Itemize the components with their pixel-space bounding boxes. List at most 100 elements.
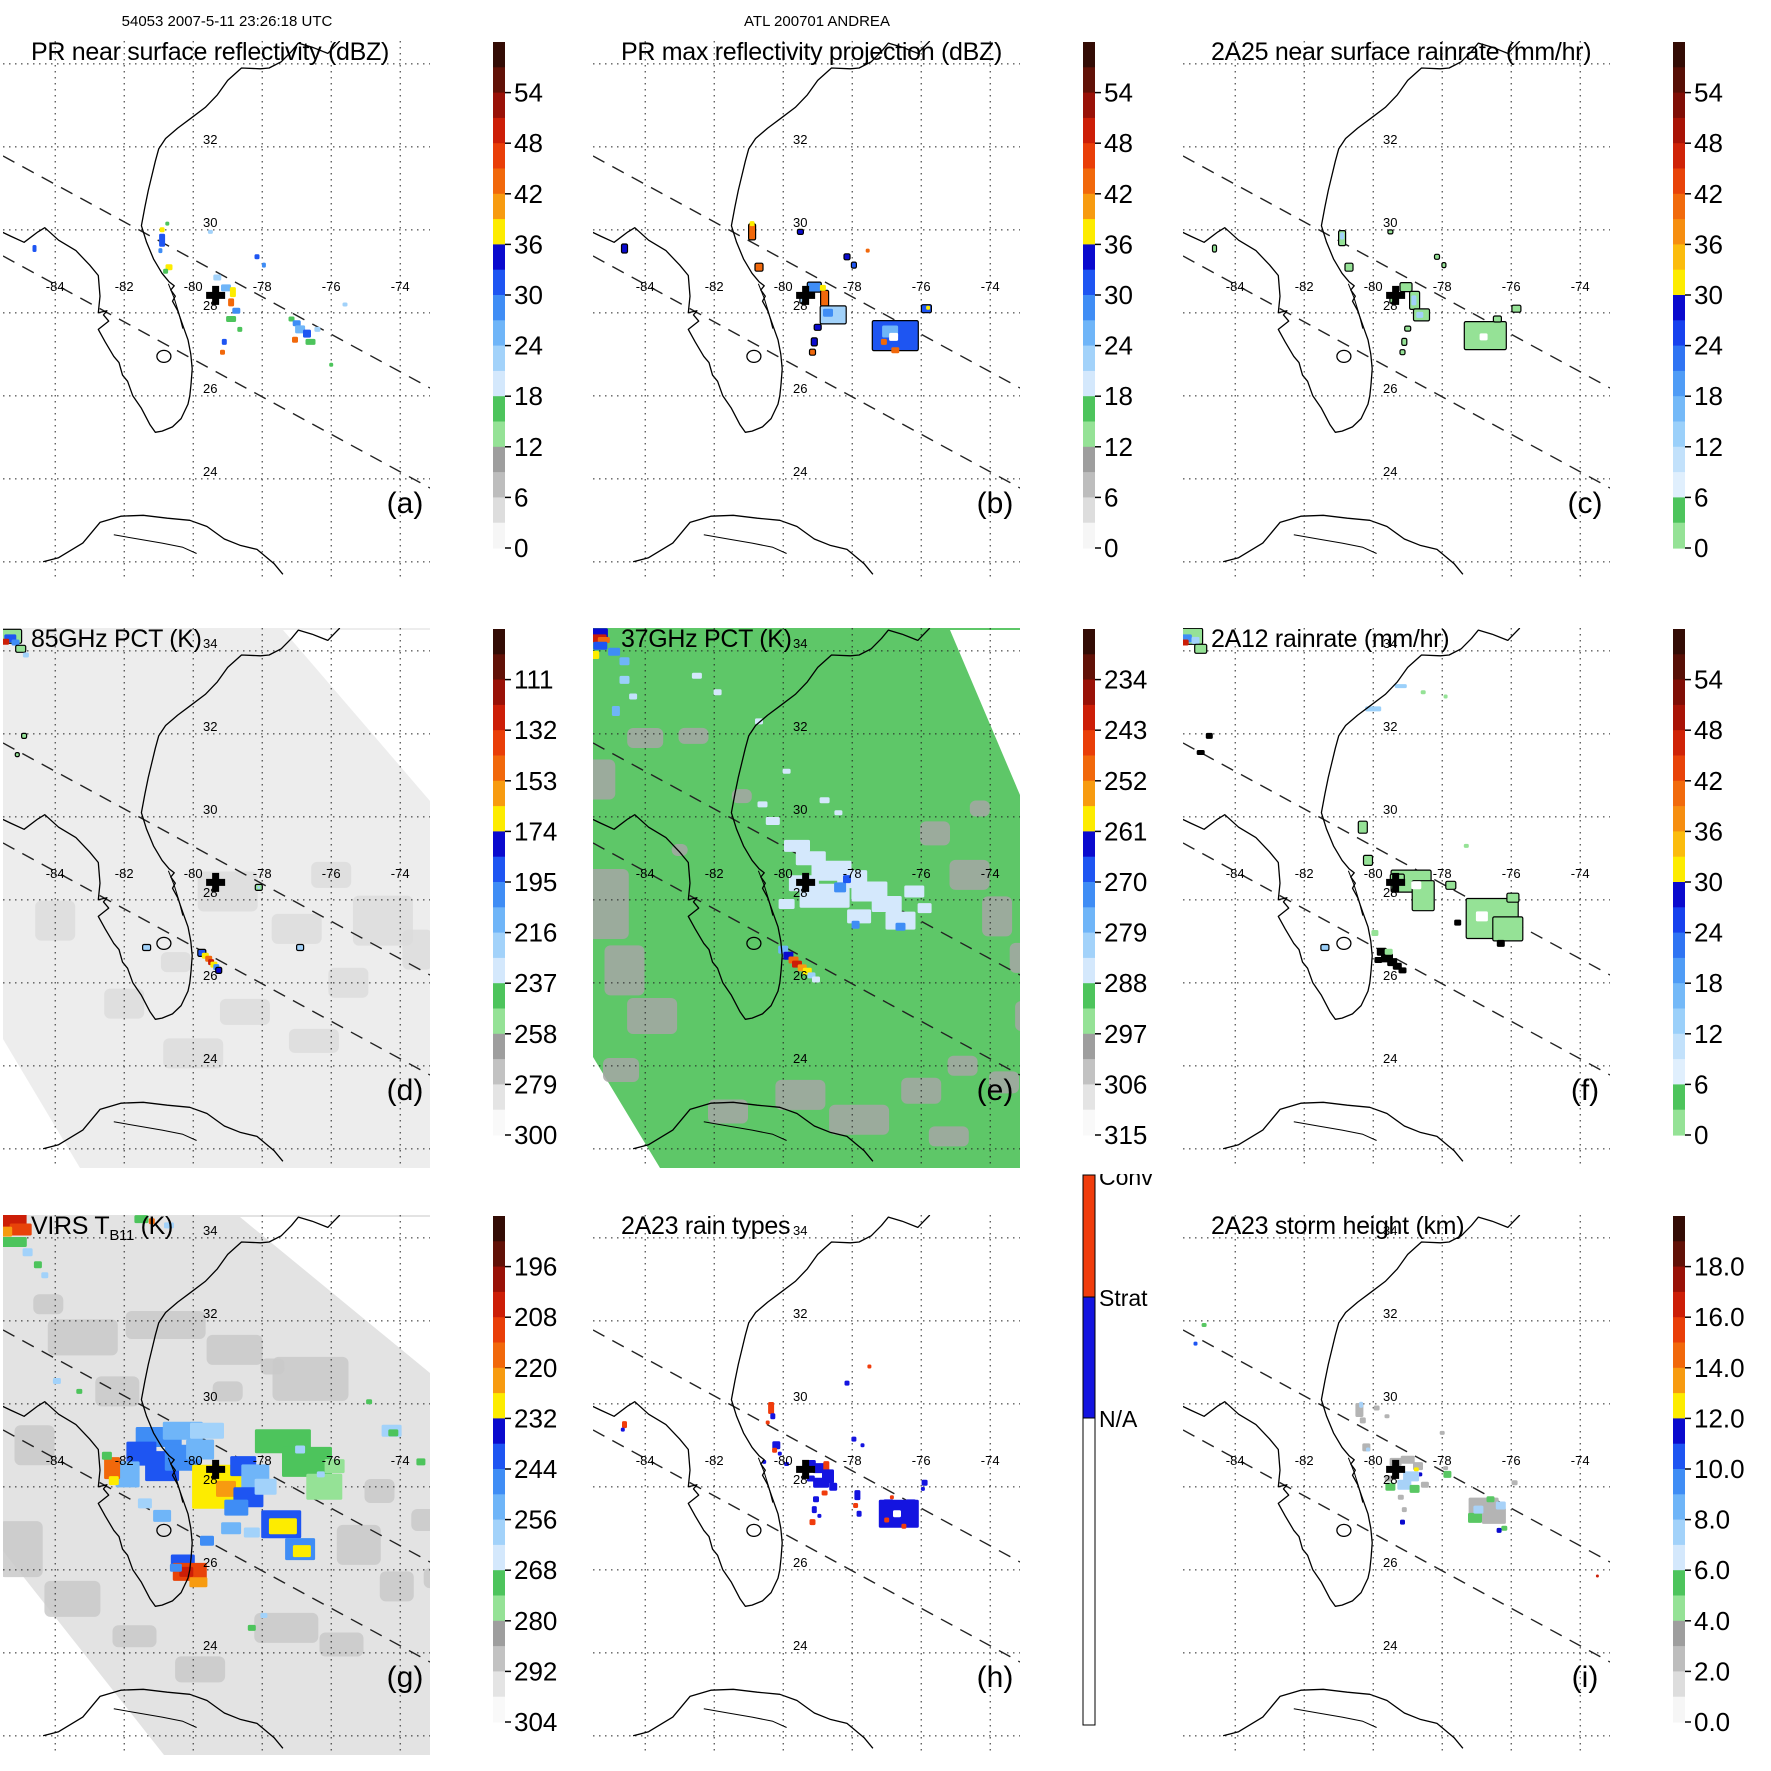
svg-text:32: 32 xyxy=(1383,132,1397,147)
svg-text:Strat: Strat xyxy=(1099,1285,1148,1311)
svg-text:32: 32 xyxy=(793,132,807,147)
coastline xyxy=(3,628,341,1162)
graticule xyxy=(1183,1215,1610,1755)
svg-text:-80: -80 xyxy=(1364,279,1383,294)
svg-text:28: 28 xyxy=(793,1472,807,1487)
coastline xyxy=(1183,41,1521,575)
svg-text:30: 30 xyxy=(1694,280,1723,310)
panel-letter: (g) xyxy=(386,1661,424,1694)
svg-text:-74: -74 xyxy=(981,866,1000,881)
svg-text:24: 24 xyxy=(203,1051,217,1066)
svg-text:42: 42 xyxy=(514,179,543,209)
svg-text:-80: -80 xyxy=(184,1453,203,1468)
svg-text:-84: -84 xyxy=(1226,279,1245,294)
swath-edge-lines xyxy=(3,155,430,489)
panel-letter: (c) xyxy=(1567,487,1603,520)
svg-text:28: 28 xyxy=(203,885,217,900)
swath-edge-lines xyxy=(1183,155,1610,489)
data-field xyxy=(593,628,932,983)
svg-text:32: 32 xyxy=(793,1306,807,1321)
svg-text:-84: -84 xyxy=(46,866,65,881)
svg-text:6: 6 xyxy=(1694,482,1708,512)
svg-text:306: 306 xyxy=(1104,1069,1147,1099)
svg-text:18: 18 xyxy=(1104,381,1133,411)
svg-text:-78: -78 xyxy=(1433,279,1452,294)
svg-text:244: 244 xyxy=(514,1454,557,1484)
svg-text:28: 28 xyxy=(1383,1472,1397,1487)
map-svg-g: -84 -82 -80 -78 -76 -74 34 32 30 28 26 24 196 208 220 2… xyxy=(3,1215,557,1755)
svg-text:-78: -78 xyxy=(843,279,862,294)
svg-text:34: 34 xyxy=(203,1223,217,1238)
svg-text:-80: -80 xyxy=(1364,1453,1383,1468)
svg-text:26: 26 xyxy=(203,968,217,983)
panel-a: -84 -82 -80 -78 -76 -74 32 30 28 26 24 54 48 42 36 30 24… xyxy=(0,0,590,587)
storm-center-marker xyxy=(1386,285,1406,305)
svg-text:-80: -80 xyxy=(1364,866,1383,881)
colorbar: 111 132 153 174 195 216 237 258 279 300 xyxy=(493,629,557,1150)
svg-text:-78: -78 xyxy=(1433,1453,1452,1468)
svg-text:297: 297 xyxy=(1104,1019,1147,1049)
svg-text:234: 234 xyxy=(1104,665,1147,695)
svg-text:-80: -80 xyxy=(774,279,793,294)
storm-center-marker xyxy=(1386,1459,1406,1479)
swath-edge-lines xyxy=(3,1329,430,1663)
panel-title-subscript: B11 xyxy=(109,1227,135,1244)
panel-letter: (i) xyxy=(1571,1661,1599,1694)
svg-text:-76: -76 xyxy=(912,279,931,294)
map-svg-i: -84 -82 -80 -78 -76 -74 34 32 30 28 26 24 18.0 16.0 14… xyxy=(1183,1215,1745,1755)
data-field xyxy=(1183,628,1524,974)
svg-text:24: 24 xyxy=(514,331,543,361)
svg-text:28: 28 xyxy=(1383,885,1397,900)
storm-center-marker xyxy=(1386,872,1406,892)
svg-text:30: 30 xyxy=(793,802,807,817)
svg-text:24: 24 xyxy=(1694,331,1723,361)
svg-text:28: 28 xyxy=(203,1472,217,1487)
coastline xyxy=(3,41,341,575)
map-svg-h: -84 -82 -80 -78 -76 -74 34 32 30 28 26 24 Conv Strat N… xyxy=(593,1174,1153,1755)
svg-text:34: 34 xyxy=(793,636,807,651)
colorbar: 54 48 42 36 30 24 18 12 6 0 xyxy=(493,42,543,563)
graticule xyxy=(3,41,430,581)
svg-text:-76: -76 xyxy=(1502,866,1521,881)
svg-text:-78: -78 xyxy=(843,866,862,881)
svg-text:30: 30 xyxy=(203,802,217,817)
svg-text:0.0: 0.0 xyxy=(1694,1707,1730,1737)
data-field xyxy=(3,628,305,974)
svg-text:-74: -74 xyxy=(391,1453,410,1468)
data-field xyxy=(620,221,932,356)
swath-edge-lines xyxy=(593,1329,1020,1663)
svg-text:N/A: N/A xyxy=(1099,1406,1138,1432)
svg-text:2.0: 2.0 xyxy=(1694,1656,1730,1686)
svg-text:-74: -74 xyxy=(1571,866,1590,881)
svg-text:30: 30 xyxy=(1383,215,1397,230)
svg-text:48: 48 xyxy=(514,128,543,158)
svg-text:-84: -84 xyxy=(1226,866,1245,881)
svg-text:24: 24 xyxy=(1694,918,1723,948)
svg-text:Conv: Conv xyxy=(1099,1174,1153,1190)
map-svg-e: -84 -82 -80 -78 -76 -743432302826242342432522… xyxy=(593,628,1147,1168)
coastline xyxy=(3,1215,341,1749)
figure-header: 54053 2007-5-11 23:26:18 UTC xyxy=(121,13,333,30)
svg-text:-78: -78 xyxy=(253,279,272,294)
coastline xyxy=(1183,628,1521,1162)
data-field xyxy=(3,1215,426,1631)
svg-text:280: 280 xyxy=(514,1606,557,1636)
svg-text:18.0: 18.0 xyxy=(1694,1252,1745,1282)
svg-text:26: 26 xyxy=(1383,381,1397,396)
svg-text:-82: -82 xyxy=(115,279,134,294)
panel-e: -84 -82 -80 -78 -76 -74 34 32 30 28 26 24 234 243 252 2… xyxy=(590,587,1180,1174)
svg-text:288: 288 xyxy=(1104,968,1147,998)
svg-text:258: 258 xyxy=(514,1019,557,1049)
storm-center-marker xyxy=(206,1459,226,1479)
svg-text:30: 30 xyxy=(793,1389,807,1404)
svg-text:42: 42 xyxy=(1104,179,1133,209)
geo-labels: -84 -82 -80 -78 -76 -74 34 32 30 28 26 24 xyxy=(636,1223,1000,1653)
svg-text:24: 24 xyxy=(793,464,807,479)
svg-text:237: 237 xyxy=(514,968,557,998)
svg-text:34: 34 xyxy=(1383,1223,1397,1238)
svg-text:12.0: 12.0 xyxy=(1694,1403,1745,1433)
svg-text:300: 300 xyxy=(514,1120,557,1150)
storm-center-marker xyxy=(206,872,226,892)
colorbar: 54 48 42 36 30 24 18 12 6 0 xyxy=(1673,629,1723,1150)
geo-labels: -84 -82 -80 -78 -76 -74 34 32 30 28 26 24 xyxy=(1226,636,1590,1066)
